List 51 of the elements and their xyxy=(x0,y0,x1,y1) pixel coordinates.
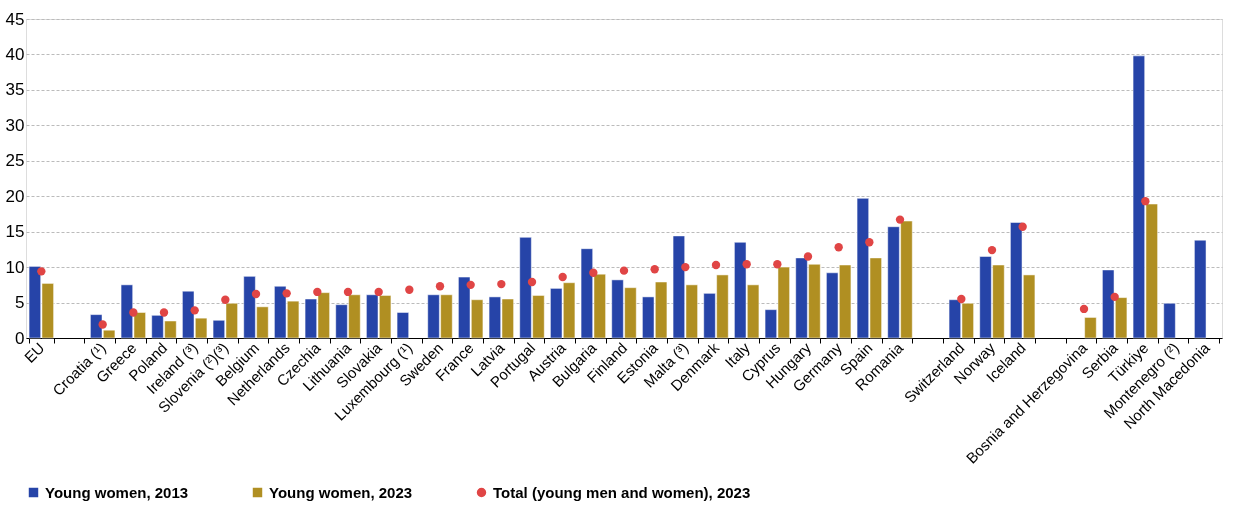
y-tick-label: 25 xyxy=(5,151,25,171)
point xyxy=(527,277,537,287)
point xyxy=(37,267,46,276)
y-tick-label: 15 xyxy=(5,222,25,242)
point xyxy=(803,252,813,261)
legend-label: Total (young men and women), 2023 xyxy=(493,483,751,501)
bar xyxy=(1084,317,1097,339)
point xyxy=(773,260,782,269)
point xyxy=(895,215,905,224)
point xyxy=(865,238,874,247)
y-tick-label: 40 xyxy=(5,44,25,64)
point xyxy=(1018,222,1027,231)
y-tick-label: 0 xyxy=(15,328,25,348)
y-tick-label: 35 xyxy=(5,80,25,100)
point xyxy=(466,280,475,290)
y-tick-label: 30 xyxy=(5,115,25,135)
point xyxy=(159,308,169,317)
point xyxy=(957,294,966,304)
point xyxy=(190,306,199,315)
point xyxy=(251,289,261,299)
point xyxy=(589,268,598,277)
y-tick-label: 5 xyxy=(15,293,25,313)
point xyxy=(497,279,506,289)
bar xyxy=(396,312,409,339)
point xyxy=(313,287,322,297)
y-tick-label: 20 xyxy=(5,186,25,206)
point xyxy=(834,243,843,252)
point xyxy=(1141,197,1150,206)
point xyxy=(1079,304,1089,314)
y-tick-label: 10 xyxy=(5,257,25,277)
point xyxy=(374,287,383,297)
point xyxy=(221,295,230,304)
point xyxy=(681,262,690,272)
legend-label: Young women, 2023 xyxy=(269,483,413,501)
point xyxy=(742,260,751,269)
legend-label: Young women, 2013 xyxy=(45,483,189,501)
point xyxy=(619,266,629,275)
bar xyxy=(1163,303,1176,339)
point xyxy=(98,320,107,329)
point xyxy=(987,245,997,255)
bar xyxy=(1194,239,1207,339)
point xyxy=(435,282,445,291)
point xyxy=(558,272,567,282)
point xyxy=(405,285,414,294)
point xyxy=(343,287,353,297)
point xyxy=(282,289,291,298)
point xyxy=(711,260,721,270)
point xyxy=(650,265,659,274)
point xyxy=(129,308,138,317)
point xyxy=(1110,292,1119,302)
y-tick-label: 45 xyxy=(5,9,25,29)
